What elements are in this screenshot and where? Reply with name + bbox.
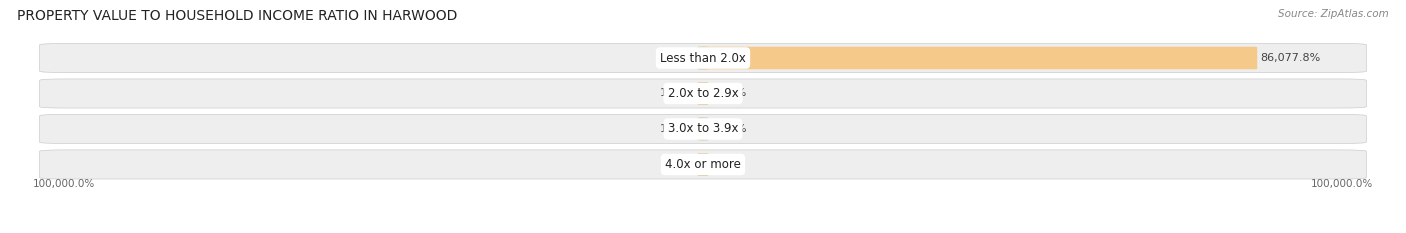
FancyBboxPatch shape bbox=[39, 79, 1367, 108]
FancyBboxPatch shape bbox=[697, 118, 709, 140]
FancyBboxPatch shape bbox=[697, 47, 1257, 69]
Text: 100,000.0%: 100,000.0% bbox=[34, 178, 96, 188]
Text: 12.7%: 12.7% bbox=[659, 124, 695, 134]
FancyBboxPatch shape bbox=[39, 114, 1367, 144]
Text: PROPERTY VALUE TO HOUSEHOLD INCOME RATIO IN HARWOOD: PROPERTY VALUE TO HOUSEHOLD INCOME RATIO… bbox=[17, 9, 457, 23]
FancyBboxPatch shape bbox=[697, 82, 709, 105]
Text: 4.0x or more: 4.0x or more bbox=[665, 158, 741, 171]
Text: 10.2%: 10.2% bbox=[710, 159, 747, 169]
Text: Source: ZipAtlas.com: Source: ZipAtlas.com bbox=[1278, 9, 1389, 19]
FancyBboxPatch shape bbox=[697, 82, 709, 105]
Text: 17.7%: 17.7% bbox=[659, 89, 695, 99]
FancyBboxPatch shape bbox=[697, 47, 709, 69]
FancyBboxPatch shape bbox=[697, 118, 709, 140]
Text: 3.0x to 3.9x: 3.0x to 3.9x bbox=[668, 123, 738, 135]
FancyBboxPatch shape bbox=[39, 44, 1367, 72]
Text: 50.3%: 50.3% bbox=[711, 89, 747, 99]
FancyBboxPatch shape bbox=[39, 150, 1367, 179]
Text: Less than 2.0x: Less than 2.0x bbox=[659, 51, 747, 65]
Text: 100,000.0%: 100,000.0% bbox=[1310, 178, 1372, 188]
Text: 86,077.8%: 86,077.8% bbox=[1260, 53, 1320, 63]
FancyBboxPatch shape bbox=[697, 153, 709, 176]
Text: 55.7%: 55.7% bbox=[659, 53, 695, 63]
Text: 2.0x to 2.9x: 2.0x to 2.9x bbox=[668, 87, 738, 100]
Text: 34.7%: 34.7% bbox=[711, 124, 747, 134]
Text: 13.9%: 13.9% bbox=[659, 159, 695, 169]
FancyBboxPatch shape bbox=[697, 153, 709, 176]
